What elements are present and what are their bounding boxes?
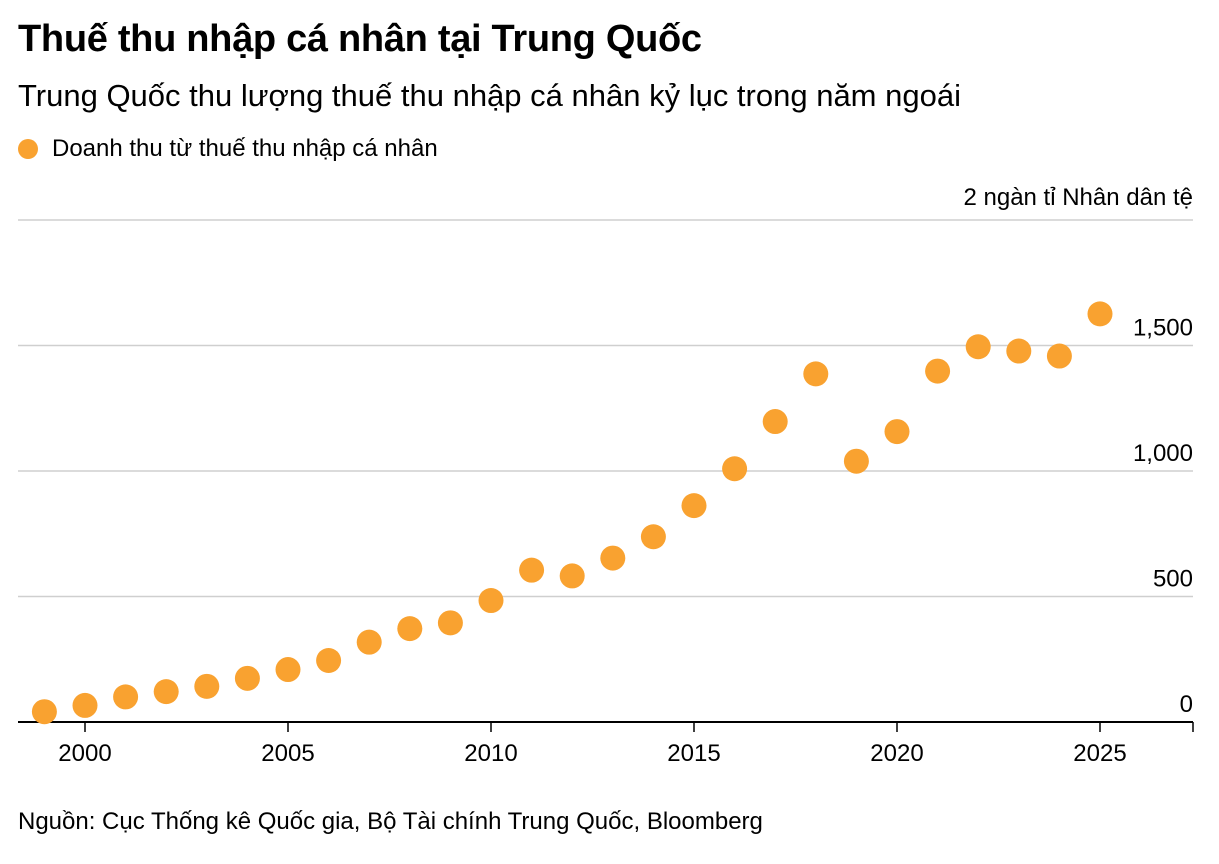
data-point <box>1087 301 1113 327</box>
x-tick-label: 2015 <box>667 740 720 767</box>
data-point <box>234 665 260 691</box>
x-tick-label: 2010 <box>464 740 517 767</box>
y-axis-unit-label: 2 ngàn tỉ Nhân dân tệ <box>963 184 1193 211</box>
data-point <box>31 699 57 725</box>
data-point <box>762 409 788 435</box>
data-point <box>681 493 707 519</box>
data-point <box>72 692 98 718</box>
data-point <box>437 610 463 636</box>
data-point <box>722 456 748 482</box>
data-point <box>153 679 179 705</box>
x-tick-label: 2020 <box>870 740 923 767</box>
y-tick-label: 1,000 <box>1133 440 1193 467</box>
data-point <box>559 563 585 589</box>
x-tick-label: 2025 <box>1073 740 1126 767</box>
y-tick-label: 500 <box>1153 566 1193 593</box>
data-point <box>113 684 139 710</box>
data-point <box>803 361 829 387</box>
data-point <box>925 358 951 384</box>
data-point <box>884 419 910 445</box>
chart-title: Thuế thu nhập cá nhân tại Trung Quốc <box>18 18 702 60</box>
data-point <box>1006 338 1032 364</box>
source-note: Nguồn: Cục Thống kê Quốc gia, Bộ Tài chí… <box>18 808 763 835</box>
y-tick-label: 1,500 <box>1133 315 1193 342</box>
data-point <box>316 648 342 674</box>
x-tick-label: 2005 <box>261 740 314 767</box>
data-point <box>356 629 382 655</box>
y-tick-label: 0 <box>1180 691 1193 718</box>
legend-label: Doanh thu từ thuế thu nhập cá nhân <box>52 135 438 162</box>
data-point <box>1046 343 1072 369</box>
legend-marker <box>18 139 38 159</box>
data-point <box>640 524 666 550</box>
legend: Doanh thu từ thuế thu nhập cá nhân <box>18 135 438 163</box>
x-tick-label: 2000 <box>58 740 111 767</box>
data-point <box>965 334 991 360</box>
data-point <box>600 545 626 571</box>
data-point <box>275 657 301 683</box>
data-point <box>194 673 220 699</box>
chart-subtitle: Trung Quốc thu lượng thuế thu nhập cá nh… <box>18 78 961 113</box>
data-point <box>843 448 869 474</box>
data-point <box>397 616 423 642</box>
data-point <box>519 557 545 583</box>
data-point <box>478 588 504 614</box>
